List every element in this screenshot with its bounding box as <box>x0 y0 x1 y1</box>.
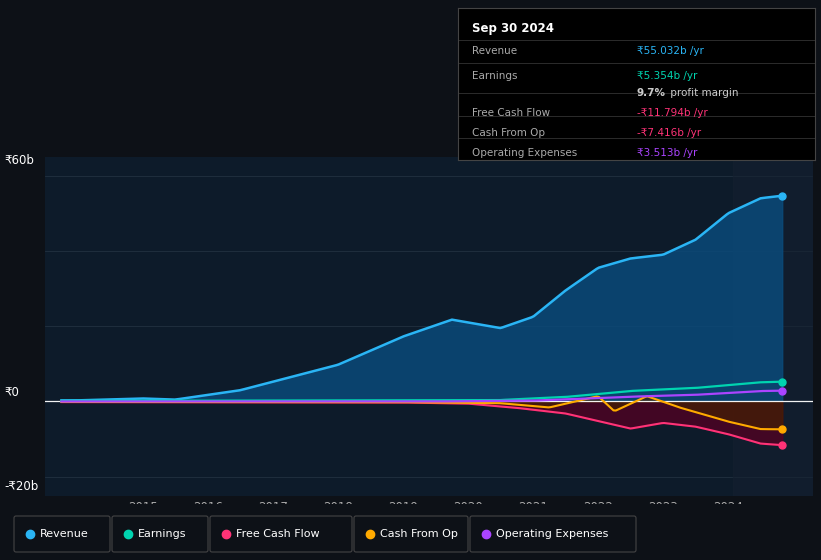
FancyBboxPatch shape <box>14 516 110 552</box>
Text: Sep 30 2024: Sep 30 2024 <box>472 22 554 35</box>
FancyBboxPatch shape <box>354 516 468 552</box>
Text: Earnings: Earnings <box>472 71 518 81</box>
Text: ₹3.513b /yr: ₹3.513b /yr <box>637 148 697 158</box>
Text: Free Cash Flow: Free Cash Flow <box>236 529 319 539</box>
Text: profit margin: profit margin <box>667 88 739 98</box>
FancyBboxPatch shape <box>470 516 636 552</box>
FancyBboxPatch shape <box>210 516 352 552</box>
FancyBboxPatch shape <box>112 516 208 552</box>
Text: Cash From Op: Cash From Op <box>380 529 458 539</box>
Text: -₹20b: -₹20b <box>4 479 39 493</box>
Text: Earnings: Earnings <box>138 529 186 539</box>
Text: ₹0: ₹0 <box>4 386 19 399</box>
Text: Revenue: Revenue <box>472 46 517 57</box>
Text: Operating Expenses: Operating Expenses <box>472 148 578 158</box>
Text: Operating Expenses: Operating Expenses <box>496 529 608 539</box>
Text: ₹60b: ₹60b <box>4 154 34 167</box>
Text: Free Cash Flow: Free Cash Flow <box>472 109 551 119</box>
Text: ₹55.032b /yr: ₹55.032b /yr <box>637 46 704 57</box>
Text: 9.7%: 9.7% <box>637 88 666 98</box>
Text: -₹11.794b /yr: -₹11.794b /yr <box>637 109 708 119</box>
Text: -₹7.416b /yr: -₹7.416b /yr <box>637 128 701 138</box>
Text: ₹5.354b /yr: ₹5.354b /yr <box>637 71 697 81</box>
Bar <box>733 157 813 496</box>
Text: Revenue: Revenue <box>40 529 89 539</box>
Text: Cash From Op: Cash From Op <box>472 128 545 138</box>
